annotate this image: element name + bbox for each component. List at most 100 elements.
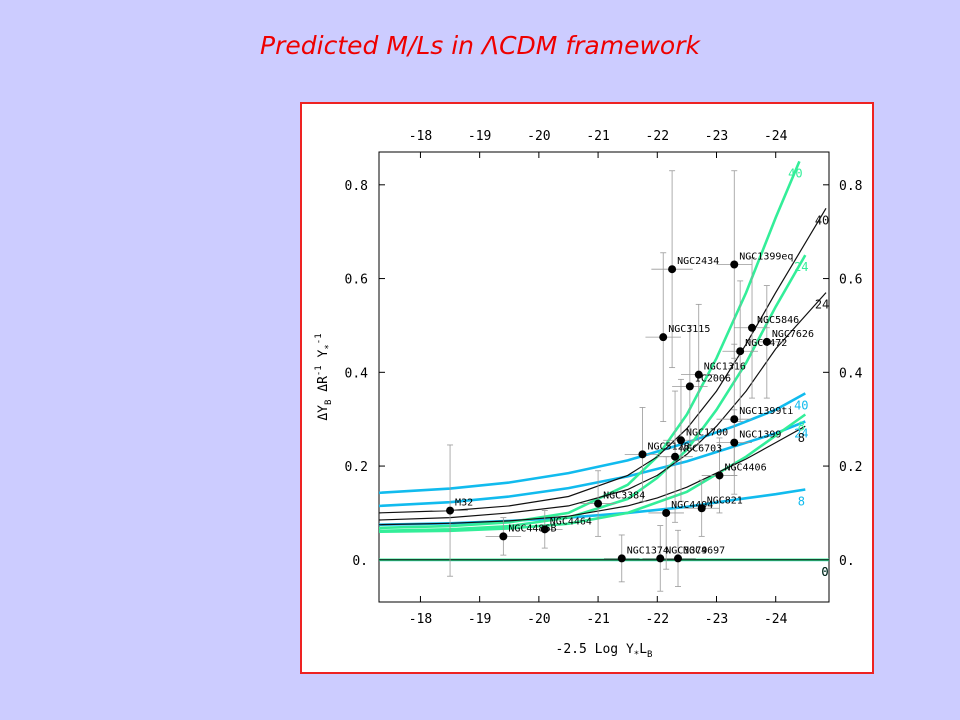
x-axis-label: -2.5 Log Υ*LB bbox=[556, 642, 653, 660]
point-label: NGC4472 bbox=[745, 338, 787, 349]
point-label: NGC1399 bbox=[739, 430, 781, 441]
curve-blue-24 bbox=[378, 420, 806, 508]
data-point bbox=[736, 347, 745, 356]
point-label: NGC1399eq bbox=[739, 252, 793, 263]
chart-frame: -18 -18 -19 -19 -20 -20 -21 -21 -22 -22 -23 -23 -24-… bbox=[300, 102, 874, 674]
label-layer: 402480402480402480M32NGC4486BNGC4464NGC3… bbox=[455, 166, 829, 578]
tick-layer: -18 -18 -19 -19 -20 -20 -21 -21 -22 -22 -23 -23 -24 -… bbox=[345, 129, 863, 627]
point-label: NGC3115 bbox=[668, 324, 710, 335]
data-point bbox=[638, 450, 647, 459]
data-point bbox=[446, 506, 455, 515]
curve-label-blue-40: 40 bbox=[794, 398, 808, 412]
point-label: NGC6703 bbox=[680, 444, 722, 455]
data-point bbox=[617, 554, 626, 563]
y-axis-label-dr: ΔR bbox=[316, 376, 331, 400]
y-tick-label-left: 0.4 bbox=[345, 366, 369, 381]
point-layer bbox=[446, 260, 771, 563]
curve-label-black-24: 24 bbox=[815, 298, 829, 312]
slide-title-suffix: CDM framework bbox=[499, 31, 700, 60]
x-tick-label-top: -21 bbox=[586, 129, 609, 144]
curve-label-blue-0: 0 bbox=[821, 565, 828, 579]
point-label: NGC3379 bbox=[665, 545, 707, 556]
point-label: NGC5846 bbox=[757, 315, 799, 326]
point-label: NGC4464 bbox=[550, 516, 592, 527]
x-tick-label-bottom: -23 bbox=[705, 612, 728, 627]
curve-blue-40 bbox=[378, 392, 806, 495]
curve-label-black-8: 8 bbox=[798, 431, 805, 445]
x-axis-label-main: -2.5 Log Υ bbox=[556, 642, 634, 657]
chart-svg: -18-18-19-19-20-20-21-21-22-22-23-23-24-… bbox=[314, 129, 863, 660]
x-axis-label-sub-star: * bbox=[634, 650, 639, 660]
data-point bbox=[697, 504, 706, 513]
x-tick-label-bottom: -20 bbox=[527, 612, 550, 627]
curve-label-green-8: 8 bbox=[798, 420, 805, 434]
x-tick-label-bottom: -24 bbox=[764, 612, 788, 627]
point-label: NGC5128 bbox=[647, 441, 689, 452]
y-tick-label-left: 0. bbox=[352, 554, 368, 569]
curve-green-24 bbox=[378, 254, 807, 533]
x-tick-label-bottom: -22 bbox=[646, 612, 669, 627]
x-tick-label-top: -23 bbox=[705, 129, 728, 144]
x-axis-label-sub-b: B bbox=[647, 650, 652, 660]
curve-label-blue-24: 24 bbox=[794, 427, 808, 441]
data-point bbox=[659, 333, 668, 342]
y-tick-label-left: 0.8 bbox=[345, 179, 368, 194]
y-tick-label-right: 0.4 bbox=[839, 366, 863, 381]
y-axis-label-ups: Υ bbox=[316, 349, 331, 365]
point-label: M32 bbox=[455, 498, 473, 509]
data-point bbox=[715, 471, 724, 480]
y-axis-label-sub-star: * bbox=[324, 344, 334, 349]
y-axis-label: ΔΥB ΔR-1 Υ*-1 bbox=[314, 333, 334, 420]
point-label: IC2006 bbox=[695, 373, 731, 384]
data-point bbox=[730, 438, 739, 447]
data-point bbox=[656, 554, 665, 563]
data-point bbox=[694, 370, 703, 379]
data-point bbox=[685, 382, 694, 391]
point-label: NGC4697 bbox=[683, 545, 725, 556]
data-point bbox=[594, 499, 603, 508]
slide-title-prefix: Predicted M/Ls in bbox=[260, 31, 482, 60]
data-point bbox=[671, 452, 680, 461]
data-point bbox=[662, 508, 671, 517]
data-point bbox=[762, 337, 771, 346]
data-point bbox=[674, 554, 683, 563]
y-axis-label-sub-b: B bbox=[324, 400, 334, 405]
x-tick-label-top: -19 bbox=[468, 129, 491, 144]
plot-area-border bbox=[378, 151, 830, 603]
y-tick-label-right: 0.6 bbox=[839, 273, 862, 288]
curve-black-24 bbox=[378, 292, 827, 521]
point-label: NGC1374 bbox=[627, 545, 669, 556]
data-point bbox=[676, 436, 685, 445]
y-tick-label-right: 0.8 bbox=[839, 179, 862, 194]
y-tick-label-left: 0.2 bbox=[345, 460, 368, 475]
curve-label-green-24: 24 bbox=[794, 260, 808, 274]
data-point bbox=[748, 323, 757, 332]
data-point bbox=[730, 415, 739, 424]
y-tick-label-right: 0. bbox=[839, 554, 855, 569]
x-axis-label-l: L bbox=[639, 642, 647, 657]
curve-label-green-40: 40 bbox=[788, 166, 802, 180]
point-label: NGC4406 bbox=[724, 462, 766, 473]
data-point bbox=[668, 265, 677, 274]
point-label: NGC821 bbox=[707, 495, 743, 506]
curve-label-green-0: 0 bbox=[821, 565, 828, 579]
x-tick-label-top: -18 bbox=[409, 129, 432, 144]
x-tick-label-bottom: -19 bbox=[468, 612, 491, 627]
curve-label-black-0: 0 bbox=[821, 565, 828, 579]
x-tick-label-top: -24 bbox=[764, 129, 788, 144]
y-tick-label-left: 0.6 bbox=[345, 273, 368, 288]
y-axis-label-sup2: -1 bbox=[314, 333, 324, 344]
curve-label-black-40: 40 bbox=[815, 213, 829, 227]
point-label: NGC1316 bbox=[704, 362, 746, 373]
x-tick-label-bottom: -21 bbox=[586, 612, 609, 627]
point-label: NGC7626 bbox=[772, 329, 814, 340]
data-point bbox=[499, 532, 508, 541]
curve-label-blue-8: 8 bbox=[798, 495, 805, 509]
point-label: NGC2434 bbox=[677, 256, 719, 267]
y-axis-label-dy: ΔΥ bbox=[316, 405, 331, 421]
slide-title: Predicted M/Ls in ΛCDM framework bbox=[0, 26, 960, 66]
curve-black-8 bbox=[378, 425, 806, 526]
y-tick-label-right: 0.2 bbox=[839, 460, 862, 475]
data-point bbox=[540, 525, 549, 534]
point-label: NGC1399ti bbox=[739, 406, 793, 417]
